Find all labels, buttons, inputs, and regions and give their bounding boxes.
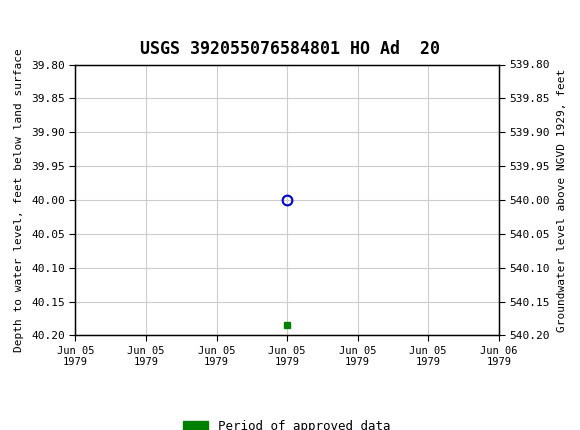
Text: USGS 392055076584801 HO Ad  20: USGS 392055076584801 HO Ad 20 — [140, 40, 440, 58]
Legend: Period of approved data: Period of approved data — [179, 415, 396, 430]
Y-axis label: Groundwater level above NGVD 1929, feet: Groundwater level above NGVD 1929, feet — [557, 68, 567, 332]
Text: ▒USGS: ▒USGS — [9, 13, 75, 39]
Y-axis label: Depth to water level, feet below land surface: Depth to water level, feet below land su… — [14, 48, 24, 352]
